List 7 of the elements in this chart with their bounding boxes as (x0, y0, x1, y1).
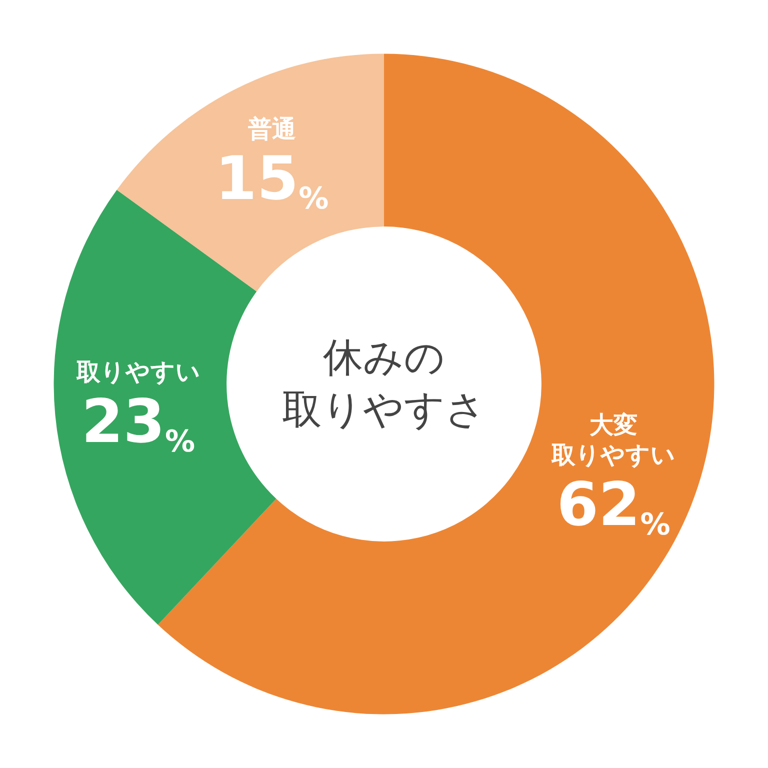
data-label: 15% (215, 144, 329, 217)
slice-label: 大変取りやすい (550, 410, 676, 469)
data-label: 62% (556, 470, 670, 542)
data-label: 23% (81, 387, 196, 460)
text: 休みの取りやすさ (282, 335, 486, 433)
slice-label: 取りやすい (75, 358, 200, 386)
slice-label: 普通 (246, 115, 296, 144)
